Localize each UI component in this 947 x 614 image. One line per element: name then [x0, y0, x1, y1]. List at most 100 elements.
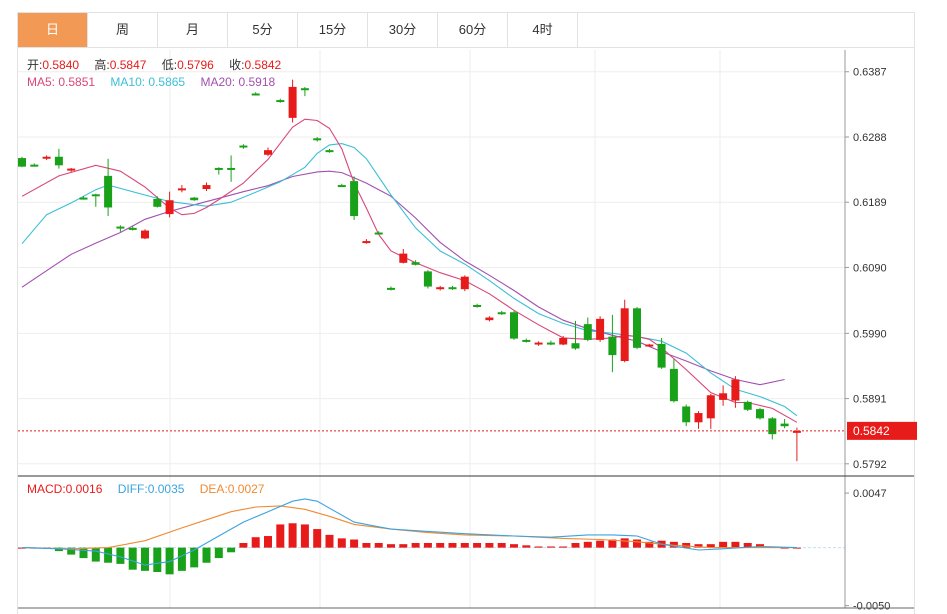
- candle-body: [571, 343, 580, 349]
- candle: [362, 239, 371, 244]
- ma-legend: MA5: 0.5851 MA10: 0.5865 MA20: 0.5918: [27, 75, 287, 89]
- candle-body: [116, 226, 125, 229]
- candle-body: [756, 409, 764, 419]
- candle-body: [780, 423, 789, 427]
- tab-5min[interactable]: 5分: [228, 13, 298, 47]
- macd-tick-label: -0.0050: [853, 601, 890, 613]
- macd-bar: [288, 523, 297, 548]
- candle-body: [67, 168, 76, 171]
- macd-bar: [411, 543, 420, 548]
- candle-body: [473, 305, 482, 307]
- macd-label: MACD:: [27, 482, 66, 496]
- candle: [522, 338, 531, 343]
- candle: [251, 92, 260, 96]
- macd-bar: [423, 543, 432, 548]
- candle: [350, 176, 359, 220]
- ma10-value: 0.5865: [148, 75, 186, 89]
- high-label: 高:: [94, 58, 110, 72]
- tab-month[interactable]: 月: [158, 13, 228, 47]
- candle: [485, 316, 494, 322]
- chart-frame: [17, 48, 915, 614]
- macd-bar: [214, 547, 223, 559]
- candle: [682, 404, 691, 427]
- macd-bar: [104, 547, 113, 563]
- y-tick-label: 0.5891: [853, 394, 887, 406]
- tab-day[interactable]: 日: [18, 13, 88, 47]
- last-price-tag: [847, 421, 917, 440]
- moving-averages: [21, 118, 798, 423]
- candle: [374, 231, 383, 235]
- macd-bar: [682, 543, 691, 548]
- candle: [288, 79, 297, 123]
- tab-60min[interactable]: 60分: [438, 13, 508, 47]
- candle-body: [399, 253, 408, 263]
- macd-bar: [719, 541, 728, 548]
- y-tick-label: 0.5990: [853, 328, 887, 340]
- macd-bar: [239, 543, 248, 548]
- macd-bar: [448, 543, 457, 548]
- candle-body: [645, 344, 654, 347]
- candle-body: [583, 324, 592, 340]
- macd-bar: [128, 547, 137, 570]
- candle: [559, 335, 568, 346]
- candle-body: [387, 287, 395, 290]
- candle: [768, 417, 777, 440]
- macd-bar: [251, 537, 260, 548]
- candle: [79, 196, 88, 200]
- macd-panel: 0.0047 -0.0050: [18, 488, 890, 613]
- tab-30min[interactable]: 30分: [368, 13, 438, 47]
- macd-bar: [583, 541, 592, 548]
- candle: [153, 196, 162, 208]
- macd-bar: [276, 524, 285, 548]
- dea-line: [21, 505, 797, 550]
- candle-body: [460, 276, 469, 290]
- candle: [780, 418, 789, 429]
- candle: [325, 148, 334, 153]
- macd-bar: [165, 547, 174, 575]
- macd-bar: [153, 547, 162, 573]
- candle: [792, 427, 801, 462]
- dea-value: 0.0027: [227, 482, 265, 496]
- macd-tick-label: 0.0047: [853, 488, 887, 500]
- candle-body: [251, 93, 260, 96]
- macd-bar: [227, 547, 236, 553]
- candle-body: [128, 227, 137, 230]
- macd-bar: [387, 544, 395, 548]
- macd-bar: [79, 547, 88, 559]
- price-axis: 0.6387 0.6288 0.6189 0.6090 0.5990 0.5891 0.57…: [18, 50, 917, 609]
- candle: [337, 183, 346, 188]
- macd-bar: [91, 547, 100, 562]
- macd-bar: [337, 538, 346, 548]
- tab-15min[interactable]: 15分: [298, 13, 368, 47]
- tab-week[interactable]: 周: [88, 13, 158, 47]
- diff-line: [21, 498, 797, 566]
- candle-body: [153, 198, 162, 207]
- tab-4hour[interactable]: 4时: [508, 13, 578, 47]
- candle-body: [214, 167, 223, 170]
- candle-body: [657, 343, 666, 368]
- macd-bar: [608, 539, 617, 548]
- candle-body: [448, 287, 457, 290]
- candle-body: [485, 317, 494, 321]
- macd-bar: [706, 544, 715, 548]
- y-tick-label: 0.5792: [853, 459, 887, 471]
- ma20-label: MA20:: [200, 75, 239, 89]
- macd-bar: [374, 543, 383, 548]
- candle-body: [325, 150, 334, 153]
- candle-body: [227, 167, 236, 170]
- macd-bar: [350, 539, 359, 548]
- macd-bar: [756, 544, 764, 548]
- candle-body: [362, 241, 371, 244]
- candles: [18, 79, 801, 462]
- macd-bar: [436, 543, 445, 548]
- candle-body: [669, 368, 678, 402]
- macd-bar: [116, 547, 125, 564]
- candle-body: [633, 308, 641, 348]
- candle: [497, 310, 506, 315]
- candle: [706, 393, 715, 429]
- candle-body: [264, 150, 272, 155]
- candle-body: [276, 100, 285, 103]
- macd-bar: [485, 543, 494, 548]
- candle: [731, 376, 740, 408]
- y-tick-label: 0.6090: [853, 262, 887, 274]
